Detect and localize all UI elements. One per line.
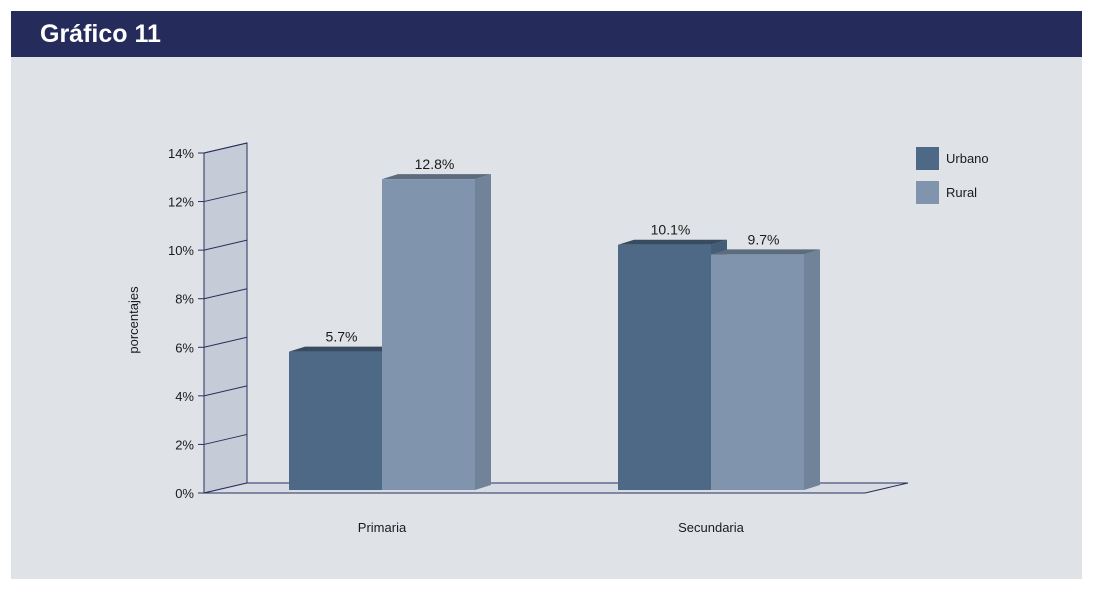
y-tick-label: 0% xyxy=(175,486,194,501)
data-label: 12.8% xyxy=(415,156,455,172)
gridline xyxy=(203,336,248,348)
gridline xyxy=(203,288,248,300)
y-tick-label: 6% xyxy=(175,340,194,355)
y-tick-label: 2% xyxy=(175,437,194,452)
legend-label: Urbano xyxy=(946,151,989,166)
bar-urbano xyxy=(618,244,711,490)
gridline xyxy=(203,239,248,251)
legend-swatch-urbano xyxy=(916,147,939,170)
gridline xyxy=(203,385,248,397)
gridline xyxy=(203,433,248,445)
bar-side xyxy=(804,249,820,490)
x-category-label: Secundaria xyxy=(678,520,745,535)
bar-urbano xyxy=(289,351,382,490)
y-axis-label: porcentajes xyxy=(126,286,141,354)
y-tick-label: 4% xyxy=(175,389,194,404)
chart-title: Gráfico 11 xyxy=(40,20,161,48)
y-tick-label: 12% xyxy=(168,195,194,210)
x-category-label: Primaria xyxy=(358,520,407,535)
legend-label: Rural xyxy=(946,185,977,200)
chart-header: Gráfico 11 xyxy=(11,11,1082,57)
y-tick-label: 8% xyxy=(175,292,194,307)
side-wall xyxy=(203,142,248,494)
gridline xyxy=(203,142,248,154)
gridline xyxy=(203,191,248,203)
bar-side xyxy=(475,174,491,490)
chart-bars xyxy=(289,174,820,490)
data-label: 5.7% xyxy=(326,329,358,345)
bar-rural xyxy=(382,179,475,490)
bar-rural xyxy=(711,254,804,490)
data-label: 9.7% xyxy=(748,231,780,247)
data-label: 10.1% xyxy=(651,222,691,238)
bar-top xyxy=(289,346,398,352)
y-tick-label: 10% xyxy=(168,243,194,258)
y-tick-label: 14% xyxy=(168,146,194,161)
chart-labels: 5.7% 12.8% Primaria 10.1% 9.7% Secundaria xyxy=(326,156,780,535)
bar-top xyxy=(711,249,820,255)
chart-legend: Urbano Rural xyxy=(916,147,989,204)
bar-top xyxy=(618,239,727,245)
bar-top xyxy=(382,174,491,180)
legend-swatch-rural xyxy=(916,181,939,204)
